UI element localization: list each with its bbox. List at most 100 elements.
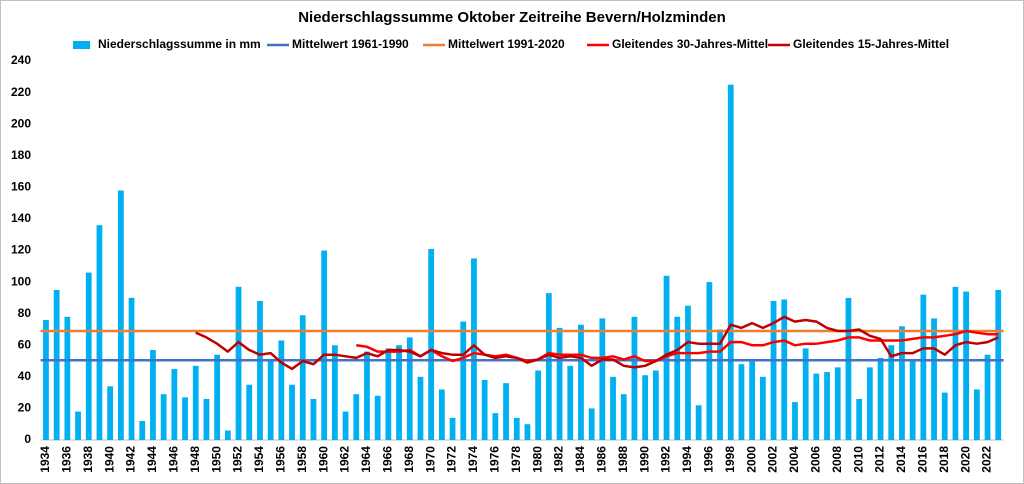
bar xyxy=(920,294,927,440)
x-tick-label: 2014 xyxy=(894,446,908,473)
bar xyxy=(663,275,670,440)
legend-label: Mittelwert 1961-1990 xyxy=(292,37,409,51)
bar xyxy=(374,395,381,440)
x-tick-label: 2006 xyxy=(809,446,823,473)
x-tick-label: 1972 xyxy=(445,446,459,473)
bar xyxy=(727,84,734,440)
bar xyxy=(96,225,103,440)
bar xyxy=(695,405,702,440)
bar xyxy=(567,365,574,440)
x-tick-label: 1946 xyxy=(167,446,181,473)
x-tick-label: 1956 xyxy=(274,446,288,473)
x-tick-label: 1958 xyxy=(295,446,309,473)
bar xyxy=(321,250,328,440)
x-tick-label: 1990 xyxy=(637,446,651,473)
bar xyxy=(257,301,263,440)
bar xyxy=(620,394,627,440)
bar xyxy=(43,319,49,440)
x-tick-label: 1986 xyxy=(595,446,609,473)
bar xyxy=(406,337,413,440)
bar xyxy=(631,316,638,440)
bar xyxy=(224,430,231,440)
y-tick-label: 140 xyxy=(11,211,31,225)
bar xyxy=(342,411,349,440)
y-tick-label: 200 xyxy=(11,116,31,130)
bar xyxy=(578,324,584,440)
bar xyxy=(995,289,1002,440)
bar xyxy=(353,394,360,440)
bar xyxy=(396,345,402,440)
x-tick-label: 1964 xyxy=(359,446,373,473)
bar xyxy=(888,345,895,440)
bar xyxy=(150,349,156,440)
bar xyxy=(545,293,552,440)
bar xyxy=(107,386,114,440)
chart-title: Niederschlagssumme Oktober Zeitreihe Bev… xyxy=(298,9,726,26)
x-tick-label: 1940 xyxy=(102,446,116,473)
x-tick-label: 2008 xyxy=(830,446,844,473)
bar xyxy=(503,383,509,440)
x-tick-label: 1970 xyxy=(423,446,437,473)
y-tick-label: 40 xyxy=(18,369,32,383)
bar xyxy=(845,297,852,440)
moving-average-line xyxy=(356,329,999,363)
bar xyxy=(139,421,146,440)
x-tick-label: 1982 xyxy=(552,446,566,473)
x-tick-label: 2012 xyxy=(873,446,887,473)
x-tick-label: 2010 xyxy=(851,446,865,473)
bar xyxy=(652,370,659,440)
x-tick-label: 1954 xyxy=(252,446,266,473)
x-tick-label: 1978 xyxy=(509,446,523,473)
x-tick-label: 2000 xyxy=(744,446,758,473)
bar xyxy=(749,361,756,440)
legend-label: Niederschlagssumme in mm xyxy=(98,37,261,51)
bar xyxy=(824,372,830,440)
x-tick-label: 2018 xyxy=(937,446,951,473)
bar xyxy=(214,354,221,440)
x-tick-label: 1998 xyxy=(723,446,737,473)
bar xyxy=(738,364,745,440)
x-tick-label: 1966 xyxy=(381,446,395,473)
x-tick-label: 1942 xyxy=(124,446,138,473)
x-tick-label: 1974 xyxy=(466,446,480,473)
bar xyxy=(963,291,970,440)
bar xyxy=(535,370,542,440)
x-tick-label: 1950 xyxy=(209,446,223,473)
bar xyxy=(160,394,167,440)
bar xyxy=(984,354,991,440)
x-tick-label: 2002 xyxy=(766,446,780,473)
x-tick-label: 1980 xyxy=(530,446,544,473)
x-tick-label: 2016 xyxy=(916,446,930,473)
bar xyxy=(428,248,435,440)
legend-swatch xyxy=(73,41,90,49)
y-tick-label: 60 xyxy=(18,337,32,351)
bar xyxy=(642,375,649,440)
bar xyxy=(834,367,841,440)
bar xyxy=(588,408,595,440)
x-tick-label: 1968 xyxy=(402,446,416,473)
x-tick-label: 1994 xyxy=(680,446,694,473)
x-tick-label: 1938 xyxy=(81,446,95,473)
y-tick-label: 180 xyxy=(11,148,31,162)
bar xyxy=(866,367,873,440)
x-tick-label: 2004 xyxy=(787,446,801,473)
y-tick-label: 220 xyxy=(11,85,31,99)
bar xyxy=(909,361,916,440)
bar xyxy=(781,299,788,440)
bar xyxy=(53,289,60,440)
bar xyxy=(182,397,188,440)
bar xyxy=(759,376,766,440)
y-tick-label: 100 xyxy=(11,274,31,288)
bar xyxy=(278,340,285,440)
bar xyxy=(899,326,905,440)
bar xyxy=(877,357,884,440)
y-tick-label: 80 xyxy=(18,306,32,320)
bar xyxy=(417,376,424,440)
x-tick-label: 1960 xyxy=(316,446,330,473)
bar xyxy=(802,348,809,440)
bar xyxy=(64,316,71,440)
bar xyxy=(203,398,210,440)
bar xyxy=(364,351,370,440)
bar xyxy=(524,424,531,440)
bar xyxy=(952,286,959,440)
